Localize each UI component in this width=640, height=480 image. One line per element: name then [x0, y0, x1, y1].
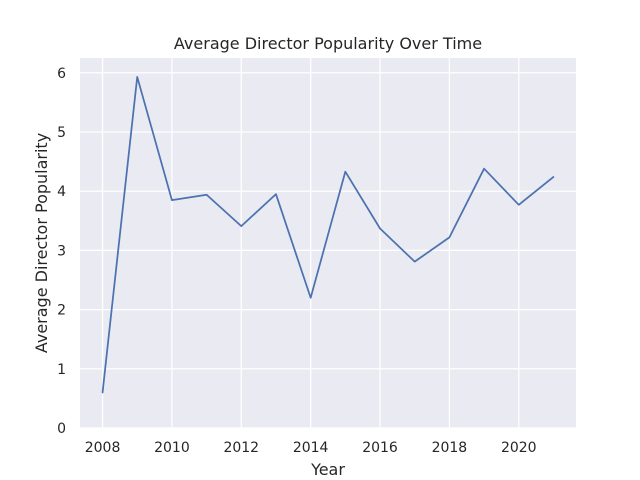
y-tick-label: 4: [57, 184, 66, 200]
chart-title: Average Director Popularity Over Time: [174, 34, 482, 53]
x-axis-label: Year: [310, 460, 345, 479]
x-tick-label: 2020: [501, 440, 537, 456]
y-axis-label: Average Director Popularity: [32, 133, 51, 353]
x-tick-label: 2008: [85, 440, 121, 456]
y-tick-label: 0: [57, 421, 66, 437]
series-line: [101, 76, 555, 394]
x-tick-label: 2014: [293, 440, 329, 456]
plot-area: [80, 58, 576, 428]
x-tick-label: 2010: [154, 440, 190, 456]
x-tick-label: 2012: [223, 440, 259, 456]
y-tick-label: 1: [57, 362, 66, 378]
x-tick-label: 2018: [432, 440, 468, 456]
y-tick-label: 2: [57, 303, 66, 319]
y-tick-label: 6: [57, 66, 66, 82]
y-tick-label: 3: [57, 243, 66, 259]
series-layer: [101, 76, 555, 394]
y-tick-label: 5: [57, 125, 66, 141]
grid-lines: [80, 58, 576, 429]
tick-labels: 2008 2010 2012 2014 2016 2018 2020 0 1 2 3 4 5 6: [57, 66, 537, 456]
x-tick-label: 2016: [362, 440, 398, 456]
